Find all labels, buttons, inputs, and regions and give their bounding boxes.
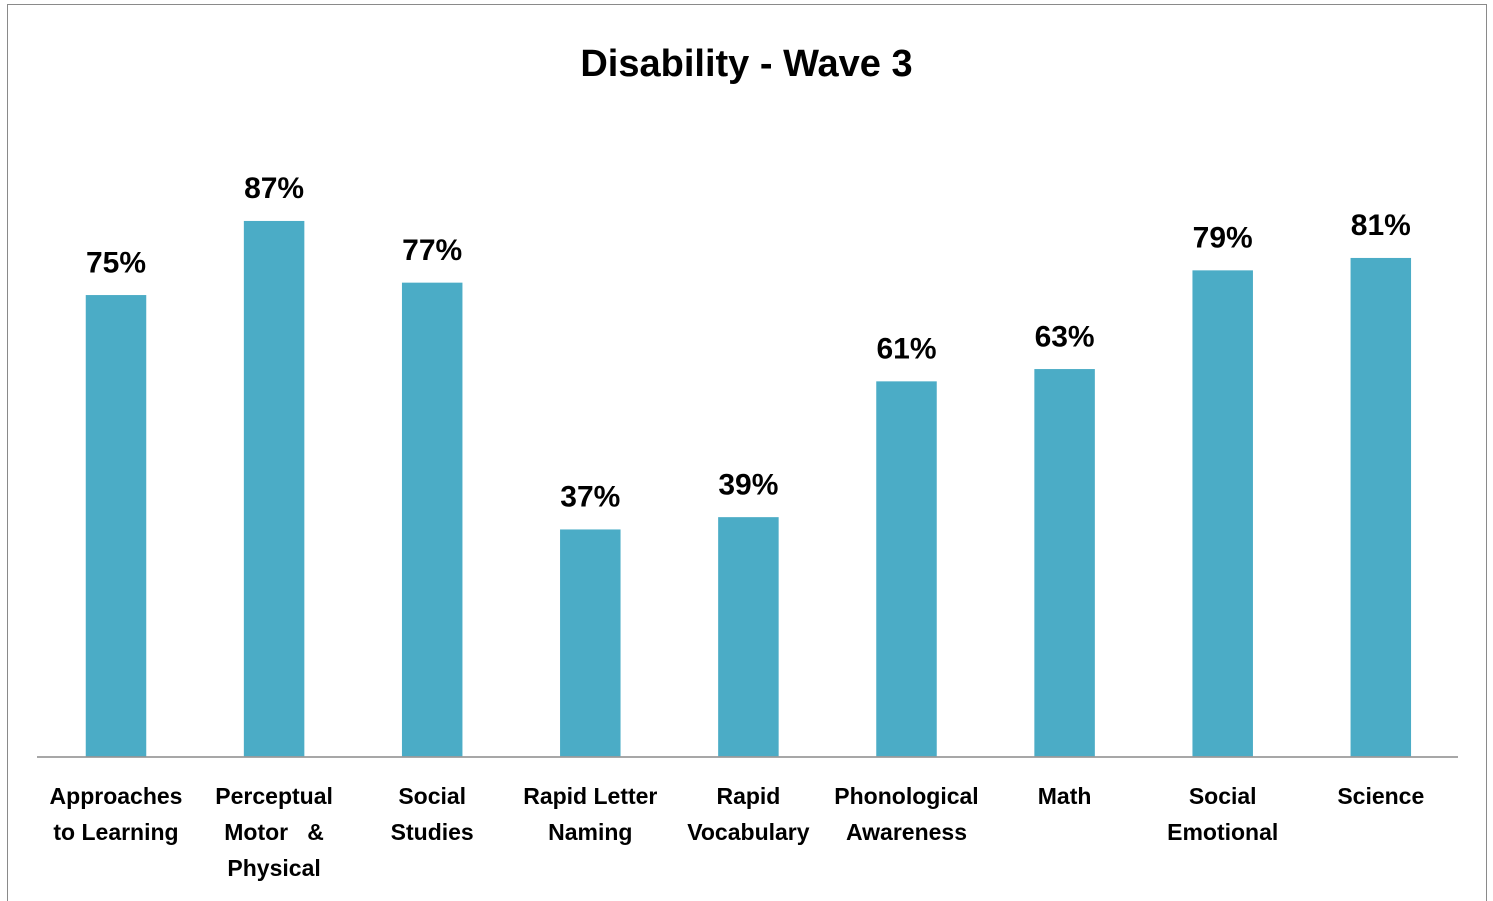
category-label-6: Math xyxy=(1038,783,1092,809)
category-label-2: Social Studies xyxy=(391,783,474,845)
data-label-6: 63% xyxy=(1035,320,1095,353)
bar-7 xyxy=(1190,268,1255,758)
data-label-8: 81% xyxy=(1351,209,1411,242)
category-label-8: Science xyxy=(1337,783,1424,809)
bar-2 xyxy=(400,281,464,758)
data-label-0: 75% xyxy=(86,246,146,279)
category-label-3: Rapid Letter Naming xyxy=(523,783,657,845)
data-label-7: 79% xyxy=(1193,222,1253,255)
bar-6 xyxy=(1032,367,1097,758)
bar-3 xyxy=(558,527,623,758)
data-label-5: 61% xyxy=(876,333,936,366)
chart-title: Disability - Wave 3 xyxy=(580,43,913,85)
bar-5 xyxy=(874,379,939,758)
data-label-4: 39% xyxy=(718,468,778,501)
category-label-4: Rapid Vocabulary xyxy=(687,783,809,845)
data-label-3: 37% xyxy=(560,481,620,514)
category-label-0: Approaches to Learning xyxy=(50,783,183,845)
bar-1 xyxy=(242,219,306,758)
category-label-7: Social Emotional xyxy=(1167,783,1278,845)
data-label-2: 77% xyxy=(402,234,462,267)
bar-0 xyxy=(84,293,148,758)
category-label-1: Perceptual Motor & Physical xyxy=(215,783,333,881)
data-label-1: 87% xyxy=(244,172,304,205)
category-label-5: Phonological Awareness xyxy=(834,783,978,845)
bar-4 xyxy=(716,515,781,758)
bar-8 xyxy=(1349,256,1413,758)
